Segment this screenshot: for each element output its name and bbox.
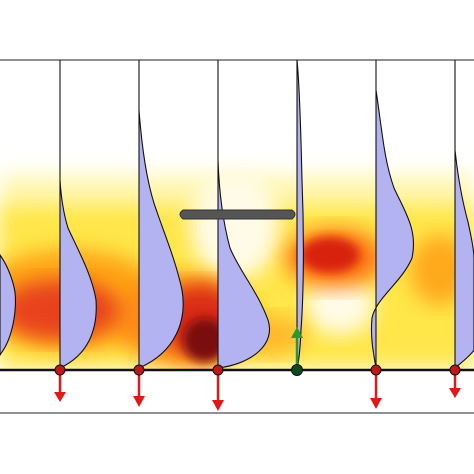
velocity-profile-6 <box>370 60 414 369</box>
downward-arrow-head <box>133 396 145 407</box>
heatmap-pale-region-right <box>305 275 375 335</box>
upward-arrow-head <box>291 327 303 338</box>
obstacle-bar <box>179 209 296 220</box>
sensor-station-2 <box>54 364 66 402</box>
downward-arrow-head <box>370 398 382 409</box>
downward-arrow-head <box>212 400 224 411</box>
sensor-station-6 <box>370 364 382 409</box>
heatmap-red-right <box>300 237 360 273</box>
sensor-station-5 <box>291 327 303 376</box>
sensor-dot <box>212 364 224 376</box>
sensor-station-4 <box>212 364 224 411</box>
velocity-profile-4 <box>217 60 271 369</box>
velocity-profile-3 <box>138 60 184 369</box>
sensor-dot <box>54 364 66 376</box>
downward-arrow-head <box>54 392 66 402</box>
heatmap-dark-core <box>183 318 227 362</box>
sensor-dot <box>133 364 145 376</box>
velocity-profile-5 <box>296 59 304 369</box>
downward-arrow-head <box>449 388 461 398</box>
velocity-profile-7 <box>454 60 474 370</box>
sensor-dot <box>370 364 382 376</box>
heatmap-pale-region-center <box>190 170 280 280</box>
velocity-profile-1 <box>0 254 16 356</box>
sensor-markers <box>54 327 461 411</box>
sensor-station-7 <box>449 364 461 398</box>
sensor-station-3 <box>133 364 145 407</box>
velocity-profile-2 <box>59 60 97 369</box>
velocity-profiles <box>0 59 474 370</box>
sensor-dot-active <box>291 364 303 376</box>
sensor-dot <box>449 364 461 376</box>
